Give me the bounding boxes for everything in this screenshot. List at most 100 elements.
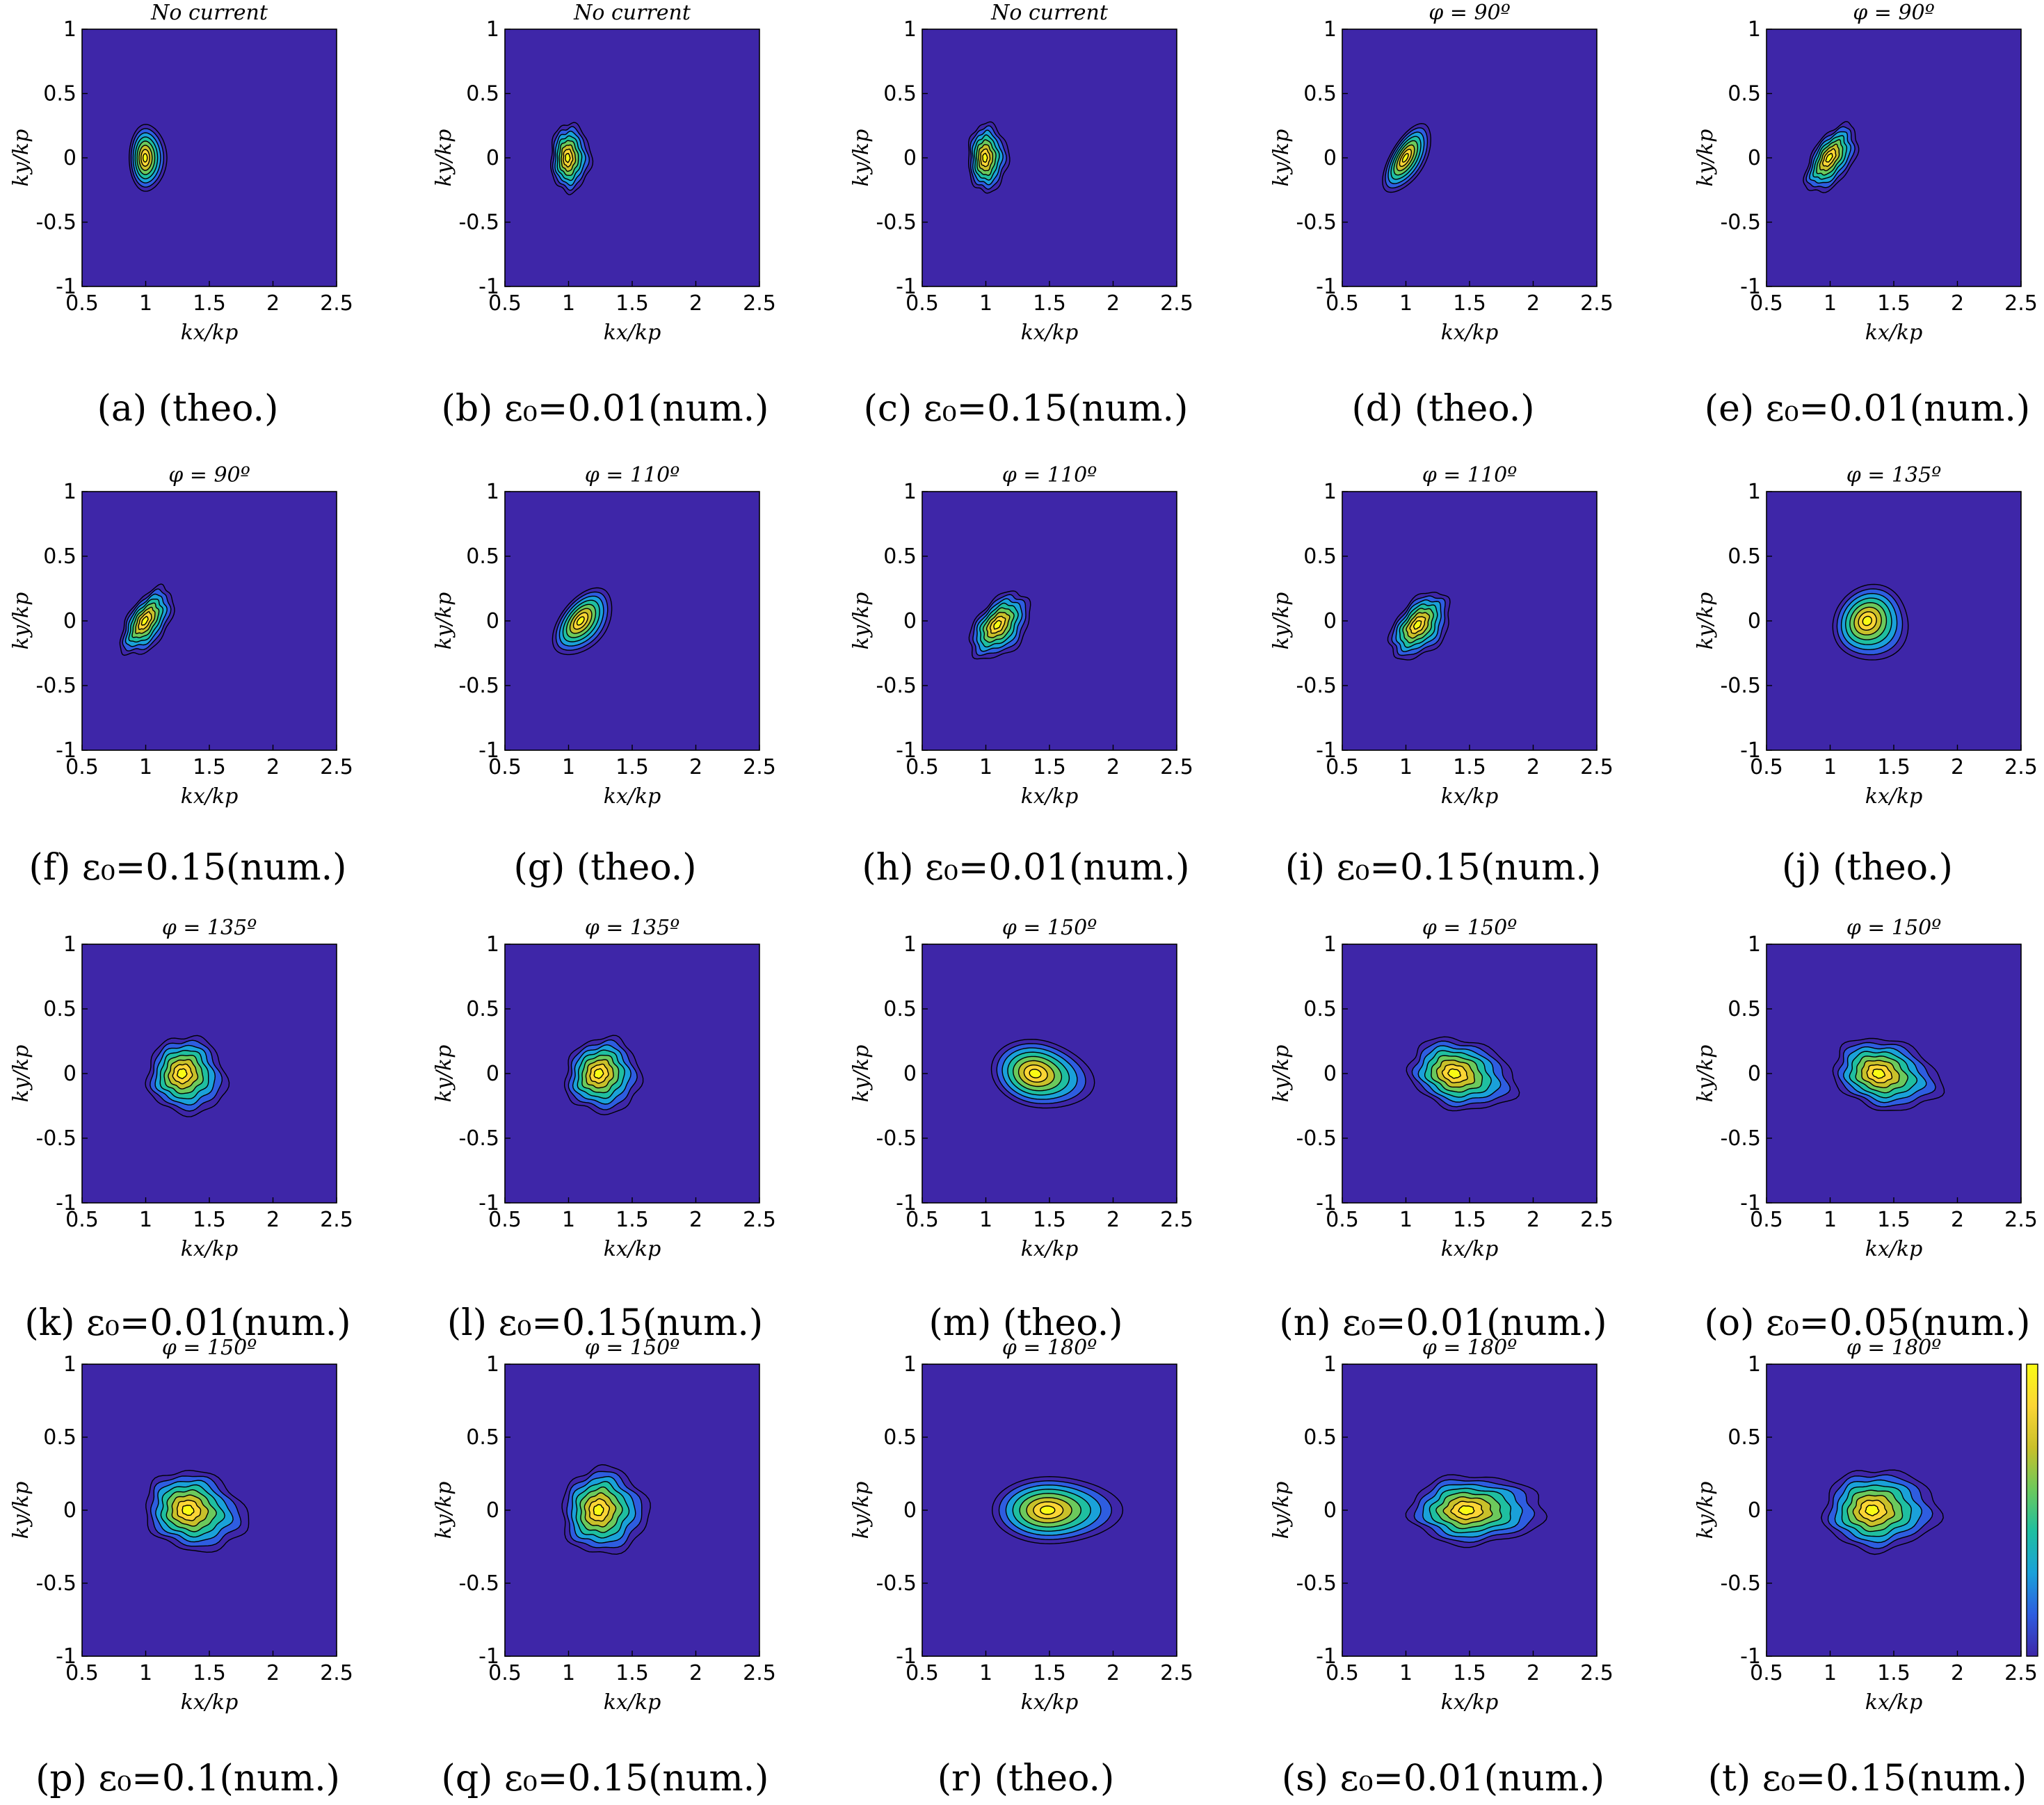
x-axis-label: kx/kp [1021,1237,1079,1261]
y-tick-label: -0.5 [1720,1126,1761,1151]
y-tick-label: 1 [63,480,77,504]
contour-group [119,583,175,656]
contour-level [593,1504,604,1516]
y-tick-label: -0.5 [1296,1126,1337,1151]
y-axis-label: ky/kp [1693,1482,1718,1539]
caption-text: (theo.) [995,1758,1115,1799]
x-axis-label: kx/kp [181,1690,239,1715]
caption-text: ε₀=0.15(num.) [499,1302,764,1344]
contour-level [1401,153,1409,163]
x-tick-label: 2.5 [2004,755,2038,779]
x-tick-label: 1 [562,1208,575,1232]
panel-t: 0.5 1 1.5 2 2.5 1 0.5 0 -0.5 -1 kx/kp ky/kp φ = 180º… [1693,1336,2038,1799]
caption-space [1754,1302,1766,1344]
y-axis-label: ky/kp [432,592,456,650]
y-tick-label: -1 [478,738,499,763]
y-tick-label: -1 [896,738,917,763]
panel-o: 0.5 1 1.5 2 2.5 1 0.5 0 -0.5 -1 kx/kp ky/kp φ = 150º… [1693,916,2038,1344]
contour-level [182,1505,195,1516]
y-tick-label: 0 [1748,1498,1761,1523]
x-axis-label: kx/kp [604,1237,661,1261]
contour-level [1029,1069,1042,1078]
y-tick-label: -1 [1316,275,1337,299]
x-axis-label: kx/kp [604,321,661,345]
y-tick-label: 0 [486,1062,499,1086]
x-axis-label: kx/kp [604,1690,661,1715]
panel-f: 0.5 1 1.5 2 2.5 1 0.5 0 -0.5 -1 kx/kp ky/kp φ = 90º (… [9,463,353,889]
panel-caption: (p) ε₀=0.1(num.) [35,1758,340,1799]
y-tick-label: 0 [63,609,77,633]
y-tick-label: 0.5 [883,1425,917,1450]
y-tick-label: 0.5 [43,1425,77,1450]
y-tick-label: 0.5 [1303,997,1337,1021]
y-tick-label: 0.5 [883,82,917,106]
caption-text: ε₀=0.01(num.) [86,1302,351,1344]
y-tick-label: 0 [486,1498,499,1523]
panel-title: φ = 150º [585,1336,680,1360]
panel-title: φ = 135º [162,916,257,940]
y-tick-label: -1 [1740,738,1761,763]
x-tick-label: 1 [562,755,575,779]
panel-title: φ = 180º [1002,1336,1097,1360]
y-tick-label: 1 [1748,932,1761,957]
y-tick-label: 1 [1748,17,1761,42]
x-tick-label: 0.5 [488,755,522,779]
y-tick-label: 1 [903,17,917,42]
x-tick-label: 1.5 [615,1661,649,1685]
contour-level [982,152,988,163]
caption-letter: (e) [1705,388,1754,430]
contour-level [1040,1505,1056,1515]
x-axis-label: kx/kp [1441,321,1499,345]
y-tick-label: 0.5 [883,997,917,1021]
y-tick-label: 0.5 [883,544,917,569]
panel-caption: (c) ε₀=0.15(num.) [864,388,1189,430]
x-tick-label: 1 [1824,1208,1837,1232]
y-tick-label: -1 [1316,1644,1337,1669]
x-tick-label: 0.5 [906,1208,939,1232]
panel-caption: (o) ε₀=0.05(num.) [1705,1302,2031,1344]
colorbar [2026,1363,2038,1657]
x-tick-label: 1.5 [193,1661,226,1685]
x-tick-label: 1 [139,1208,152,1232]
y-tick-label: 1 [486,17,499,42]
y-tick-label: -1 [478,1191,499,1215]
x-tick-label: 1 [1399,1208,1413,1232]
caption-space [492,388,504,430]
y-axis-label: ky/kp [1693,129,1718,187]
x-tick-label: 0.5 [65,1661,99,1685]
y-tick-label: -0.5 [1720,211,1761,235]
y-tick-label: 1 [1748,1352,1761,1377]
panel-m: 0.5 1 1.5 2 2.5 1 0.5 0 -0.5 -1 kx/kp ky/kp φ = 150º… [849,916,1193,1344]
contour-level [1413,620,1422,630]
y-tick-label: 1 [903,932,917,957]
y-tick-label: 1 [903,1352,917,1377]
y-tick-label: -0.5 [35,211,77,235]
x-tick-label: 1.5 [1033,1661,1066,1685]
y-tick-label: -0.5 [1296,211,1337,235]
panel-title: No current [990,1,1109,25]
panel-caption: (s) ε₀=0.01(num.) [1282,1758,1604,1799]
y-tick-label: -1 [896,275,917,299]
panel-g: 0.5 1 1.5 2 2.5 1 0.5 0 -0.5 -1 kx/kp ky/kp φ = 110º… [432,463,776,889]
caption-text: ε₀=0.01(num.) [925,847,1190,889]
y-axis-label: ky/kp [432,1045,456,1103]
caption-letter: (o) [1705,1302,1755,1344]
y-tick-label: 0.5 [43,997,77,1021]
x-axis-label: kx/kp [1021,321,1079,345]
panel-caption: (i) ε₀=0.15(num.) [1285,847,1601,889]
panel-title: φ = 110º [585,463,680,487]
x-tick-label: 2 [266,1208,280,1232]
panel-e: 0.5 1 1.5 2 2.5 1 0.5 0 -0.5 -1 kx/kp ky/kp φ = 90º (… [1693,1,2038,430]
y-axis-label: ky/kp [1693,1045,1718,1103]
y-tick-label: 0.5 [1303,544,1337,569]
contour-group [991,1475,1124,1545]
x-tick-label: 0.5 [906,291,939,316]
y-tick-label: -1 [1316,1191,1337,1215]
caption-text: ε₀=0.01(num.) [504,388,769,430]
y-axis-label: ky/kp [849,1045,874,1103]
caption-letter: (k) [24,1302,74,1344]
contour-group [128,124,168,192]
caption-text: ε₀=0.15(num.) [1762,1758,2027,1799]
contour-group [552,587,613,656]
x-tick-label: 2.5 [1580,291,1614,316]
